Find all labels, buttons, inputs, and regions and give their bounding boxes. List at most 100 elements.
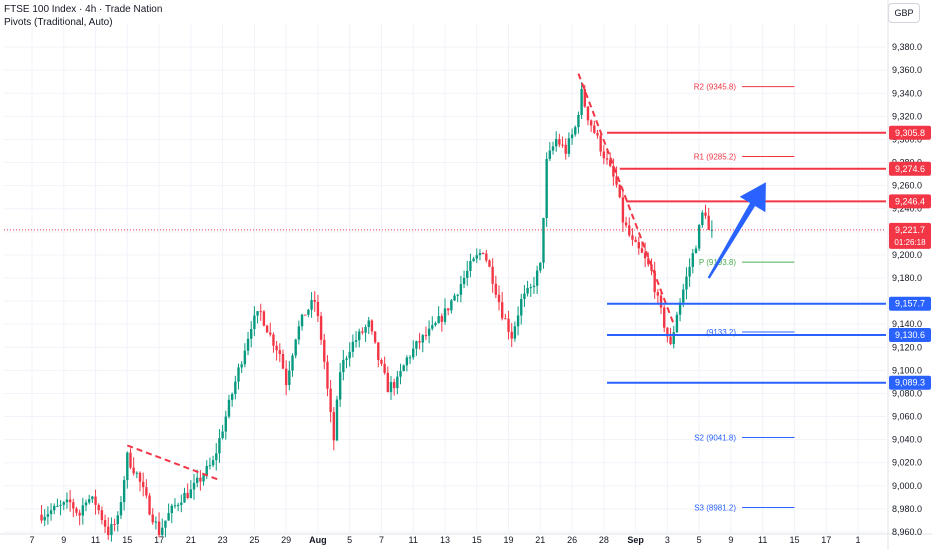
candle-body xyxy=(307,309,310,315)
pivot-label-s2: S2 (9041.8) xyxy=(694,434,736,443)
candle-body xyxy=(377,342,380,361)
candle-body xyxy=(567,138,571,154)
candle-body xyxy=(701,212,704,225)
candle-body xyxy=(364,327,367,333)
level-tag-label: 9,130.6 xyxy=(895,330,925,340)
candle-body xyxy=(669,336,672,345)
candle-body xyxy=(402,365,405,372)
candle-body xyxy=(332,412,336,441)
candle-body xyxy=(418,341,421,343)
last-price-tag xyxy=(889,222,931,249)
y-tick-label: 9,320.0 xyxy=(892,111,922,121)
candle-body xyxy=(100,510,104,521)
candle-body xyxy=(488,260,491,267)
candle-body xyxy=(78,512,81,516)
y-tick-label: 9,120.0 xyxy=(892,342,922,352)
last-price-label: 9,221.7 xyxy=(895,225,925,235)
candle-body xyxy=(110,523,113,536)
y-tick-label: 9,000.0 xyxy=(892,481,922,491)
candle-body xyxy=(215,453,218,461)
candle-body xyxy=(262,311,266,326)
x-tick-label: 9 xyxy=(728,535,733,545)
level-tag xyxy=(889,375,931,390)
pivot-label-s3: S3 (8981.2) xyxy=(694,504,736,513)
candle-body xyxy=(656,292,660,296)
candle-body xyxy=(564,144,567,154)
candle-body xyxy=(304,314,307,316)
candle-body xyxy=(323,339,326,362)
candle-body xyxy=(523,293,526,300)
candle-body xyxy=(456,294,459,296)
candle-body xyxy=(56,505,59,507)
candle-body xyxy=(574,127,577,135)
candle-body xyxy=(84,502,88,506)
candle-body xyxy=(196,477,199,483)
candle-body xyxy=(199,477,202,482)
level-tag xyxy=(889,296,931,311)
candle-body xyxy=(138,472,142,482)
candle-body xyxy=(269,332,272,335)
candle-body xyxy=(259,311,262,313)
candle-body xyxy=(211,460,215,466)
candle-body xyxy=(367,320,370,328)
candle-body xyxy=(81,505,85,516)
candle-body xyxy=(643,252,647,259)
y-tick-label: 9,040.0 xyxy=(892,435,922,445)
candle-body xyxy=(485,253,488,261)
candle-body xyxy=(399,371,402,377)
x-tick-label: 21 xyxy=(535,535,545,545)
x-tick-label: 17 xyxy=(821,535,831,545)
candle-body xyxy=(297,326,301,340)
level-tag-label: 9,246.4 xyxy=(895,196,925,206)
y-tick-label: 9,080.0 xyxy=(892,388,922,398)
trendline[interactable] xyxy=(126,444,220,481)
candle-body xyxy=(491,266,494,284)
candle-body xyxy=(345,358,348,360)
candle-body xyxy=(151,514,154,523)
candle-body xyxy=(663,307,666,328)
x-tick-label: 7 xyxy=(379,535,384,545)
candle-body xyxy=(586,106,590,121)
candle-body xyxy=(126,452,129,481)
level-tag xyxy=(889,125,931,140)
candle-body xyxy=(205,465,208,476)
x-tick-label: 5 xyxy=(697,535,702,545)
trendline[interactable] xyxy=(577,73,675,325)
x-tick-label: 13 xyxy=(440,535,450,545)
candle-body xyxy=(392,382,396,389)
candle-body xyxy=(281,353,285,369)
candle-body xyxy=(240,364,243,368)
level-tag xyxy=(889,161,931,176)
candle-body xyxy=(265,325,269,333)
candle-body xyxy=(135,472,139,474)
candle-body xyxy=(612,166,615,177)
bullish-arrow[interactable] xyxy=(707,182,766,279)
candle-body xyxy=(478,252,482,256)
candle-body xyxy=(682,289,685,303)
x-tick-label: 26 xyxy=(567,535,577,545)
candle-body xyxy=(59,504,62,506)
candle-body xyxy=(46,514,50,517)
pivot-label-s1: (9133.2) xyxy=(706,328,736,337)
candle-body xyxy=(694,248,698,254)
candle-body xyxy=(386,372,390,393)
candle-body xyxy=(237,367,240,382)
candle-body xyxy=(688,266,691,277)
candle-body xyxy=(154,521,158,523)
candle-body xyxy=(621,197,625,223)
x-tick-label: Sep xyxy=(627,535,644,545)
pivot-label-r1: R1 (9285.2) xyxy=(694,153,737,162)
candle-body xyxy=(704,212,707,216)
level-tag xyxy=(889,194,931,209)
candle-body xyxy=(510,331,513,339)
candle-body xyxy=(415,341,418,349)
candle-body xyxy=(497,294,501,303)
candle-body xyxy=(68,499,72,503)
x-tick-label: 15 xyxy=(122,535,132,545)
candle-body xyxy=(602,151,606,159)
y-tick-label: 9,260.0 xyxy=(892,181,922,191)
candle-body xyxy=(129,452,132,468)
candle-body xyxy=(250,329,253,339)
candle-body xyxy=(49,510,53,515)
